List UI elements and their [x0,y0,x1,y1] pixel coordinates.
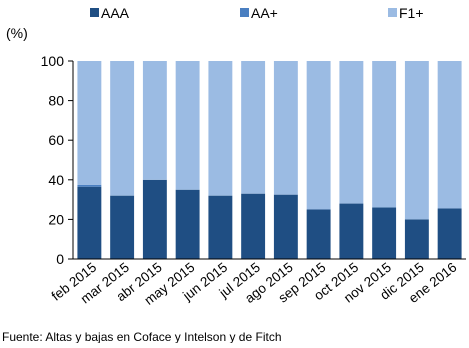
bar-aaa [208,195,233,259]
bar-aaa [437,208,462,259]
y-axis-label: (%) [6,25,28,41]
legend: AAA AA+ F1+ [90,5,424,21]
y-tick-label: 0 [56,251,64,267]
y-axis: 0 20 40 60 80 100 [41,53,73,267]
bar-f1- [339,61,364,204]
bar-f1- [306,61,331,210]
bar-aaa [175,189,200,259]
bar-aaa [273,194,298,259]
bar-f1- [372,61,397,208]
bar-aaa [339,203,364,259]
bar-f1- [404,61,429,220]
y-tick-label: 80 [48,93,64,109]
y-tick-label: 40 [48,172,64,188]
legend-swatch-aa- [240,8,249,17]
bar-f1- [77,61,102,185]
legend-swatch-aaa [90,8,99,17]
y-tick-label: 60 [48,132,64,148]
bars [77,61,462,259]
legend-swatch-f1- [388,8,397,17]
bar-aaa [372,207,397,259]
bar-f1- [208,61,233,196]
bar-f1- [142,61,167,180]
bar-aaa [241,193,266,259]
bar-aa- [77,184,102,187]
bar-aaa [77,186,102,259]
bar-f1- [175,61,200,190]
source-note: Fuente: Altas y bajas en Coface y Intels… [2,330,282,343]
y-tick-label: 20 [48,211,64,227]
legend-label: AA+ [251,5,278,21]
bar-aaa [404,219,429,259]
bar-f1- [110,61,135,196]
bar-aaa [142,179,167,259]
legend-label: AAA [101,5,130,21]
legend-label: F1+ [399,5,424,21]
y-tick-label: 100 [41,53,65,69]
bar-f1- [241,61,266,194]
bar-aaa [306,209,331,259]
bar-f1- [273,61,298,195]
bar-aaa [110,195,135,259]
bar-f1- [437,61,462,209]
